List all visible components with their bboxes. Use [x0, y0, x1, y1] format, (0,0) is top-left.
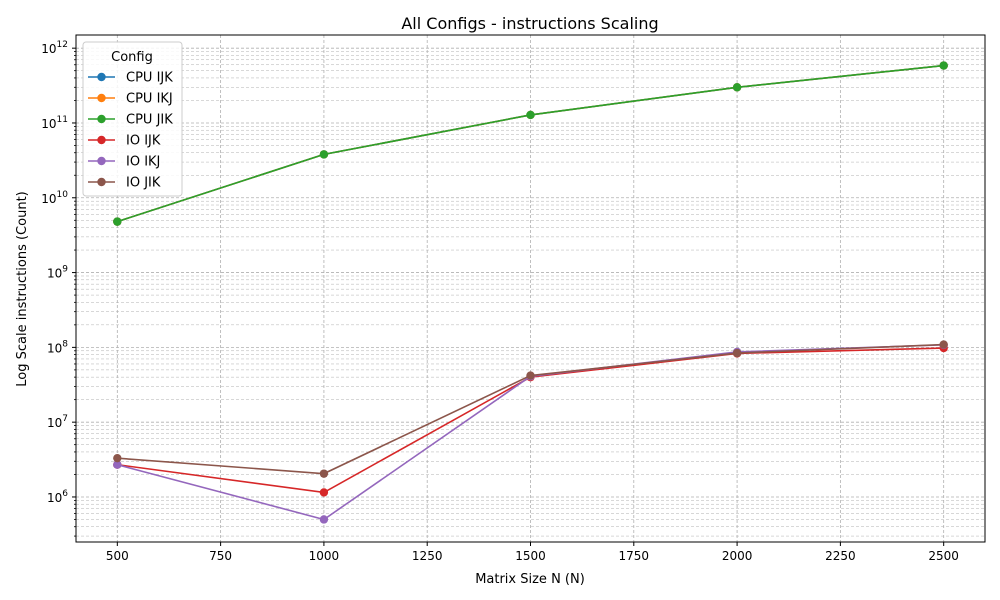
legend: Config CPU IJK CPU IKJ CPU JIK IO IJK IO IKJ… [82, 41, 183, 197]
legend-label: CPU IJK [126, 71, 173, 86]
data-point [526, 110, 535, 120]
data-point [732, 83, 742, 92]
data-point [113, 453, 122, 463]
legend-swatch-marker [97, 135, 106, 145]
y-tick-label: 106 [47, 489, 68, 505]
legend-items: CPU IJK CPU IKJ CPU JIK IO IJK IO IKJ IO JIK [88, 71, 173, 191]
series-cpu-jik [113, 61, 948, 226]
x-tick-label: 2250 [825, 549, 856, 563]
x-tick-label: 2500 [928, 549, 959, 563]
x-tick-label: 1250 [412, 549, 443, 563]
x-tick-label: 1000 [309, 549, 340, 563]
x-tick-label: 750 [209, 549, 232, 563]
legend-label: IO JIK [126, 176, 161, 191]
y-tick-label: 1012 [41, 40, 68, 56]
legend-label: CPU IKJ [126, 92, 173, 107]
grid [76, 35, 985, 542]
data-point [319, 150, 329, 159]
legend-item: CPU IJK [88, 71, 173, 86]
x-tick-label: 1750 [619, 549, 650, 563]
y-tick-label: 107 [47, 414, 68, 430]
data-point [319, 488, 329, 497]
y-tick-label: 1011 [41, 115, 68, 131]
legend-swatch-marker [97, 114, 106, 124]
legend-item: IO IJK [88, 134, 161, 149]
data-point [732, 348, 742, 358]
data-point [113, 217, 122, 226]
x-axis-label: Matrix Size N (N) [475, 572, 585, 587]
y-axis-label: Log Scale instructions (Count) [15, 191, 30, 386]
legend-title: Config [111, 50, 153, 65]
y-axis: 106 107 108 109 1010 1011 1012 [41, 40, 76, 537]
y-tick-label: 1010 [41, 190, 68, 206]
series-io-jik [113, 340, 948, 478]
legend-item: CPU IKJ [88, 92, 173, 107]
data-point [939, 340, 948, 349]
data-point [319, 469, 329, 478]
data-point [939, 61, 948, 70]
data-point [113, 460, 122, 469]
legend-label: CPU JIK [126, 113, 173, 128]
legend-swatch-marker [97, 156, 106, 166]
legend-label: IO IKJ [126, 155, 160, 170]
series-group [113, 61, 948, 524]
x-tick-label: 1500 [515, 549, 546, 563]
x-axis: 500 750 1000 1250 1500 1750 2000 2250 2500 [106, 542, 959, 563]
series-line [117, 64, 944, 223]
legend-swatch-marker [97, 93, 106, 103]
chart-title: All Configs - instructions Scaling [401, 14, 658, 33]
legend-box [82, 41, 183, 197]
y-tick-label: 108 [47, 339, 68, 355]
series-line [117, 64, 944, 223]
legend-item: IO IKJ [88, 155, 160, 170]
y-tick-label: 109 [47, 265, 68, 281]
legend-label: IO IJK [126, 134, 161, 149]
series-line [117, 64, 944, 223]
x-tick-label: 500 [106, 549, 129, 563]
data-point [526, 371, 535, 380]
legend-item: CPU JIK [88, 113, 173, 128]
x-tick-label: 2000 [722, 549, 753, 563]
legend-swatch-marker [97, 177, 106, 187]
data-point [319, 515, 329, 524]
legend-swatch-marker [97, 72, 106, 82]
legend-item: IO JIK [88, 176, 161, 191]
